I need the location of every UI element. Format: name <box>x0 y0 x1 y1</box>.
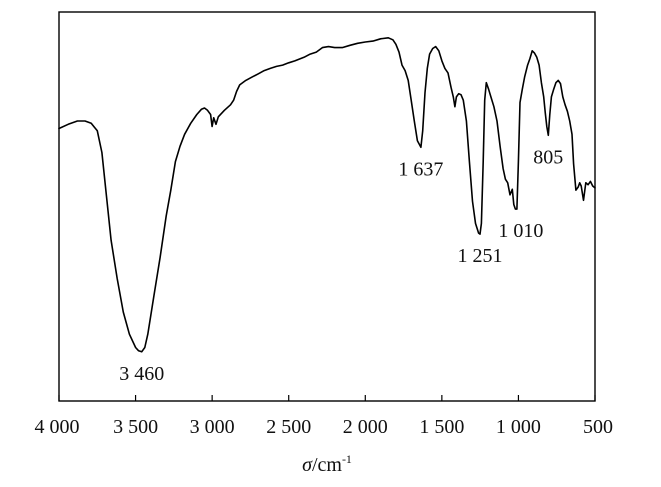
x-tick-label: 3 500 <box>113 416 158 438</box>
x-axis-label-symbol: σ <box>302 454 313 476</box>
peak-labels: 3 460 1 637 1 251 1 010 805 <box>119 146 563 384</box>
peak-label: 1 637 <box>398 158 443 180</box>
peak-label: 3 460 <box>119 363 164 385</box>
peak-label: 1 010 <box>498 220 543 242</box>
x-axis-label-exponent: -1 <box>342 452 352 466</box>
x-tick-label: 1 500 <box>419 416 464 438</box>
plot-frame <box>58 11 596 402</box>
x-tick-label: 2 000 <box>343 416 388 438</box>
x-tick-label: 4 000 <box>35 416 80 438</box>
x-tick-label: 2 500 <box>266 416 311 438</box>
x-axis-label: σ/cm-1 <box>302 452 352 476</box>
x-axis-label-unit: /cm <box>312 454 342 476</box>
peak-label: 1 251 <box>457 245 502 267</box>
x-tick-label: 3 000 <box>190 416 235 438</box>
spectrum-line <box>58 37 596 353</box>
peak-label: 805 <box>533 146 563 168</box>
x-tick-label: 1 000 <box>496 416 541 438</box>
x-axis-tick-labels: 4 000 3 500 3 000 2 500 2 000 1 500 1 000 500 <box>35 416 614 438</box>
x-tick-label: 500 <box>583 416 613 438</box>
x-axis-ticks <box>58 395 596 401</box>
